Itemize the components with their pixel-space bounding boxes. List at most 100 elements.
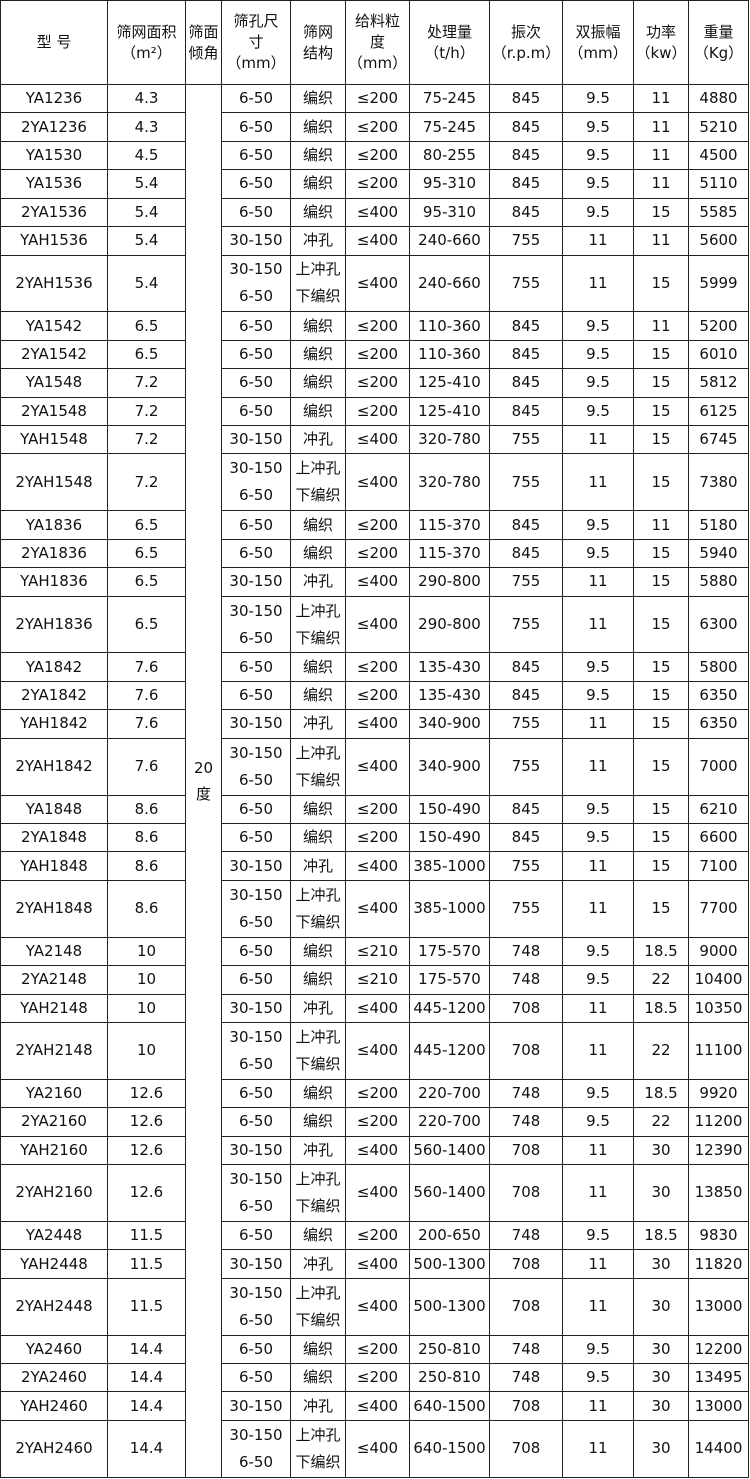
cell-line: 下编织 <box>295 1054 341 1073</box>
data-cell: 95-310 <box>409 169 490 199</box>
data-cell: 11 <box>562 737 634 796</box>
data-cell: 11.5 <box>107 1220 186 1251</box>
header-cell: 处理量 （t/h） <box>409 0 490 85</box>
data-cell: ≤400 <box>345 1277 410 1336</box>
data-cell: ≤400 <box>345 1249 410 1279</box>
data-cell: 500-1300 <box>409 1249 490 1279</box>
data-cell: 编织 <box>290 936 346 967</box>
data-cell: ≤400 <box>345 709 410 739</box>
data-cell: 2YA2160 <box>0 1107 108 1137</box>
data-cell: ≤200 <box>345 339 410 370</box>
header-cell: 给料粒度 （mm） <box>345 0 410 85</box>
data-cell: 18.5 <box>633 993 689 1023</box>
data-cell: 15 <box>633 425 689 455</box>
data-cell: 12390 <box>688 1135 749 1166</box>
data-cell: 6745 <box>688 425 749 455</box>
cell-line: 下编织 <box>295 486 341 505</box>
data-cell: 6-50 <box>221 396 291 427</box>
cell-line: 双振幅 <box>575 22 621 41</box>
data-cell: 2YAH1842 <box>0 737 108 796</box>
data-row: 2YAH1842 7.6 30-150 6-50 上冲孔 下编织 ≤400 340-900 75… <box>0 737 749 796</box>
data-row: YAH1842 7.6 30-150 冲孔 ≤400 340-900 755 11 15 6350 <box>0 709 749 739</box>
data-row: YAH2448 11.5 30-150 冲孔 ≤400 500-1300 708 11 30 11… <box>0 1249 749 1279</box>
data-cell: 15 <box>633 368 689 398</box>
data-cell: 30-150 6-50 <box>221 737 291 796</box>
angle-cell: 20 度 <box>185 84 222 1478</box>
data-cell: 13000 <box>688 1391 749 1421</box>
data-cell: 6125 <box>688 396 749 427</box>
header-cell: 功率 （kw） <box>633 0 689 85</box>
data-cell: YA2148 <box>0 936 108 967</box>
data-cell: 9.5 <box>562 822 634 853</box>
data-cell: 6-50 <box>221 936 291 967</box>
data-cell: 5.4 <box>107 226 186 256</box>
data-cell: 9.5 <box>562 140 634 171</box>
data-row: 2YA1836 6.5 6-50 编织 ≤200 115-370 845 9.5 15 5940 <box>0 538 749 569</box>
data-cell: 845 <box>489 368 563 398</box>
data-cell: 10350 <box>688 993 749 1023</box>
cell-line: 寸 <box>248 33 264 51</box>
data-cell: 755 <box>489 567 563 597</box>
cell-line: 给料粒 <box>354 12 400 30</box>
data-cell: 10 <box>107 1021 186 1080</box>
data-cell: 845 <box>489 538 563 569</box>
data-cell: 30-150 <box>221 1391 291 1421</box>
data-cell: 冲孔 <box>290 993 346 1023</box>
data-cell: 6-50 <box>221 538 291 569</box>
header-cell: 双振幅 （mm） <box>562 0 634 85</box>
data-cell: 7.6 <box>107 652 186 682</box>
data-cell: 编织 <box>290 965 346 995</box>
data-cell: 30-150 <box>221 226 291 256</box>
data-cell: 845 <box>489 652 563 682</box>
data-cell: 编织 <box>290 197 346 228</box>
data-cell: 2YAH2448 <box>0 1277 108 1336</box>
data-cell: 2YA1542 <box>0 339 108 370</box>
data-row: 2YA1236 4.3 6-50 编织 ≤200 75-245 845 9.5 11 5210 <box>0 112 749 142</box>
data-cell: 755 <box>489 425 563 455</box>
data-cell: 6600 <box>688 822 749 853</box>
data-cell: 5180 <box>688 510 749 540</box>
data-cell: 5600 <box>688 226 749 256</box>
data-cell: 6.5 <box>107 339 186 370</box>
cell-line: 30-150 <box>229 1283 283 1302</box>
data-cell: 30 <box>633 1362 689 1393</box>
data-cell: ≤400 <box>345 1419 410 1478</box>
data-cell: 冲孔 <box>290 851 346 881</box>
data-cell: 冲孔 <box>290 567 346 597</box>
data-cell: 11 <box>562 1277 634 1336</box>
cell-line: 上冲孔 <box>295 1283 341 1302</box>
data-cell: 30-150 <box>221 851 291 881</box>
data-cell: 30-150 6-50 <box>221 595 291 654</box>
data-cell: 6210 <box>688 794 749 824</box>
header-cell: 筛网 结构 <box>290 0 346 85</box>
data-cell: YAH2160 <box>0 1135 108 1166</box>
data-cell: 748 <box>489 1362 563 1393</box>
data-cell: ≤200 <box>345 822 410 853</box>
data-cell: 30-150 6-50 <box>221 254 291 313</box>
data-cell: 748 <box>489 1107 563 1137</box>
data-row: 2YAH1848 8.6 30-150 6-50 上冲孔 下编织 ≤400 385-1000 7… <box>0 879 749 938</box>
data-row: YAH2160 12.6 30-150 冲孔 ≤400 560-1400 708 11 30 12… <box>0 1135 749 1166</box>
data-cell: 290-800 <box>409 567 490 597</box>
data-cell: 11 <box>562 453 634 512</box>
data-cell: 2YA1536 <box>0 197 108 228</box>
data-cell: 冲孔 <box>290 1391 346 1421</box>
cell-line: 处理量 <box>426 22 472 41</box>
cell-line: 上冲孔 <box>295 459 341 478</box>
header-cell: 筛网面积 （m²） <box>107 0 186 85</box>
data-cell: 编织 <box>290 1334 346 1364</box>
data-cell: 5110 <box>688 169 749 199</box>
data-cell: 6.5 <box>107 567 186 597</box>
cell-line: 上冲孔 <box>295 260 341 279</box>
data-cell: 2YAH1536 <box>0 254 108 313</box>
data-cell: 240-660 <box>409 226 490 256</box>
data-row: 2YA2460 14.4 6-50 编织 ≤200 250-810 748 9.5 30 1349… <box>0 1362 749 1393</box>
data-cell: 9.5 <box>562 368 634 398</box>
cell-line: （kw） <box>635 43 687 62</box>
data-cell: 14.4 <box>107 1391 186 1421</box>
data-cell: 2YA1848 <box>0 822 108 853</box>
data-cell: ≤200 <box>345 368 410 398</box>
data-cell: 8.6 <box>107 822 186 853</box>
